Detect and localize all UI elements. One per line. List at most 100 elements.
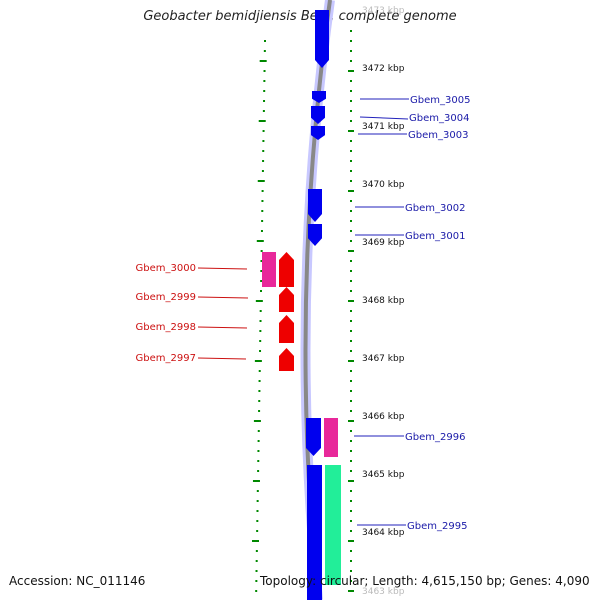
forward-gene-labels: Gbem_3005 Gbem_3004 Gbem_3003 Gbem_3002 Gbem… — [354, 95, 470, 532]
reverse-gene-label[interactable]: Gbem_2997 — [136, 353, 196, 364]
accession-text: Accession: NC_011146 — [9, 574, 146, 588]
tick-mark — [348, 190, 354, 192]
tick-mark — [350, 210, 352, 212]
scale-label: 3464 kbp — [362, 528, 405, 538]
reverse-gene-label[interactable]: Gbem_2999 — [136, 292, 196, 303]
tick-mark — [257, 430, 260, 432]
scale-labels: 3473 kbp 3472 kbp 3471 kbp 3470 kbp 3469 kbp… — [362, 6, 405, 597]
tick-mark — [255, 560, 258, 562]
tick-mark — [263, 80, 266, 82]
forward-gene-label[interactable]: Gbem_3001 — [405, 231, 465, 242]
tick-mark — [350, 330, 352, 332]
tick-mark — [350, 450, 352, 452]
tick-mark — [350, 510, 352, 512]
tick-mark — [348, 70, 354, 72]
scale-label: 3472 kbp — [362, 64, 405, 74]
tick-mark — [350, 520, 352, 522]
tick-mark — [350, 90, 352, 92]
tick-mark — [259, 330, 262, 332]
tick-mark — [350, 560, 352, 562]
forward-gene-label[interactable]: Gbem_3004 — [409, 113, 469, 124]
forward-gene-label[interactable]: Gbem_2996 — [405, 432, 465, 443]
tick-mark — [350, 400, 352, 402]
tick-mark — [259, 310, 262, 312]
diagram-title: Geobacter bemidjiensis Bem, complete gen… — [143, 9, 457, 24]
tick-mark — [350, 370, 352, 372]
tick-mark — [261, 190, 264, 192]
tick-mark — [348, 250, 354, 252]
tick-mark — [350, 500, 352, 502]
reverse-label-leader — [197, 357, 247, 360]
left-tick-column — [252, 40, 267, 592]
tick-mark — [350, 430, 352, 432]
tick-mark — [263, 70, 266, 72]
tick-mark — [259, 350, 262, 352]
tick-mark — [256, 490, 259, 492]
tick-mark — [350, 120, 352, 122]
tick-mark — [350, 380, 352, 382]
forward-label-leader — [359, 116, 409, 120]
tick-mark — [348, 130, 354, 132]
tick-mark — [254, 360, 262, 362]
tick-mark — [260, 250, 263, 252]
tick-mark — [350, 280, 352, 282]
tick-mark — [258, 380, 261, 382]
forward-gene-arrow — [307, 465, 322, 600]
tick-mark — [350, 350, 352, 352]
tick-mark — [350, 410, 352, 412]
tick-mark — [350, 440, 352, 442]
tick-mark — [261, 220, 264, 222]
tick-mark — [259, 320, 262, 322]
tick-mark — [350, 180, 352, 182]
tick-mark — [350, 40, 352, 42]
tick-mark — [258, 370, 261, 372]
feature-track — [262, 10, 341, 600]
tick-mark — [262, 160, 265, 162]
reverse-gene-label[interactable]: Gbem_2998 — [136, 322, 196, 333]
reverse-gene-label[interactable]: Gbem_3000 — [136, 263, 196, 274]
right-tick-column — [348, 30, 354, 592]
tick-mark — [255, 550, 258, 552]
tick-mark — [263, 100, 266, 102]
tick-mark — [257, 180, 265, 182]
tick-mark — [350, 80, 352, 82]
tick-mark — [257, 450, 260, 452]
tick-mark — [264, 40, 266, 42]
tick-mark — [258, 410, 261, 412]
tick-mark — [255, 590, 258, 592]
tick-mark — [258, 120, 266, 122]
reverse-label-leader — [197, 296, 249, 299]
green-feature — [325, 465, 341, 585]
tick-mark — [350, 270, 352, 272]
tick-mark — [262, 140, 265, 142]
tick-mark — [350, 140, 352, 142]
forward-gene-label[interactable]: Gbem_2995 — [407, 521, 467, 532]
tick-mark — [256, 240, 264, 242]
tick-mark — [350, 390, 352, 392]
tick-mark — [350, 260, 352, 262]
tick-mark — [350, 310, 352, 312]
forward-gene-label[interactable]: Gbem_3005 — [410, 95, 470, 106]
reverse-gene-arrow — [279, 315, 294, 343]
tick-mark — [348, 540, 354, 542]
tick-mark — [252, 540, 259, 542]
scale-label: 3470 kbp — [362, 180, 405, 190]
tick-mark — [256, 500, 259, 502]
genome-summary-text: Topology: circular; Length: 4,615,150 bp… — [260, 574, 590, 588]
tick-mark — [350, 580, 352, 582]
forward-gene-arrow — [312, 91, 326, 103]
tick-mark — [350, 320, 352, 322]
tick-mark — [263, 90, 266, 92]
tick-mark — [262, 110, 265, 112]
tick-mark — [261, 200, 264, 202]
magenta-feature — [262, 252, 276, 287]
scale-label: 3469 kbp — [362, 238, 405, 248]
tick-mark — [350, 290, 352, 292]
tick-mark — [350, 340, 352, 342]
tick-mark — [253, 420, 261, 422]
forward-gene-label[interactable]: Gbem_3003 — [408, 130, 468, 141]
tick-mark — [350, 530, 352, 532]
forward-gene-label[interactable]: Gbem_3002 — [405, 203, 465, 214]
tick-mark — [260, 290, 262, 292]
